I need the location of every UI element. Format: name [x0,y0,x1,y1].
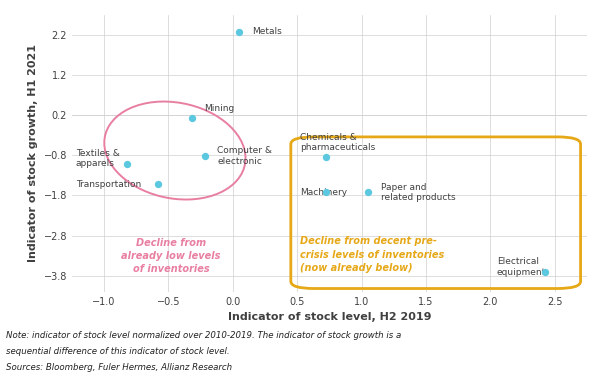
Text: Note: indicator of stock level normalized over 2010-2019. The indicator of stock: Note: indicator of stock level normalize… [6,331,401,340]
Text: Chemicals &
pharmaceuticals: Chemicals & pharmaceuticals [300,133,375,152]
Text: Computer &
electronic: Computer & electronic [217,147,273,166]
Point [122,161,132,167]
Text: Sources: Bloomberg, Fuler Hermes, Allianz Research: Sources: Bloomberg, Fuler Hermes, Allian… [6,363,232,372]
Text: Metals: Metals [252,27,282,36]
Text: sequential difference of this indicator of stock level.: sequential difference of this indicator … [6,347,229,356]
X-axis label: Indicator of stock level, H2 2019: Indicator of stock level, H2 2019 [228,312,431,322]
Point [153,181,163,187]
Point [187,116,196,122]
Point [540,270,549,276]
Text: Paper and
related products: Paper and related products [381,183,456,202]
Text: Machinery: Machinery [300,188,347,197]
Text: Transportation: Transportation [75,180,141,189]
Point [363,189,373,195]
Y-axis label: Indicator of stock growth, H1 2021: Indicator of stock growth, H1 2021 [28,45,38,262]
Text: Decline from decent pre-
crisis levels of inventories
(now already below): Decline from decent pre- crisis levels o… [300,236,444,273]
Text: Textiles &
apparels: Textiles & apparels [75,149,120,168]
Text: Mining: Mining [204,104,235,113]
Point [199,153,209,159]
Point [321,154,331,160]
Point [234,29,244,35]
Text: Electrical
equipment: Electrical equipment [497,257,546,276]
Text: Decline from
already low levels
of inventories: Decline from already low levels of inven… [122,237,221,274]
Point [321,189,331,195]
